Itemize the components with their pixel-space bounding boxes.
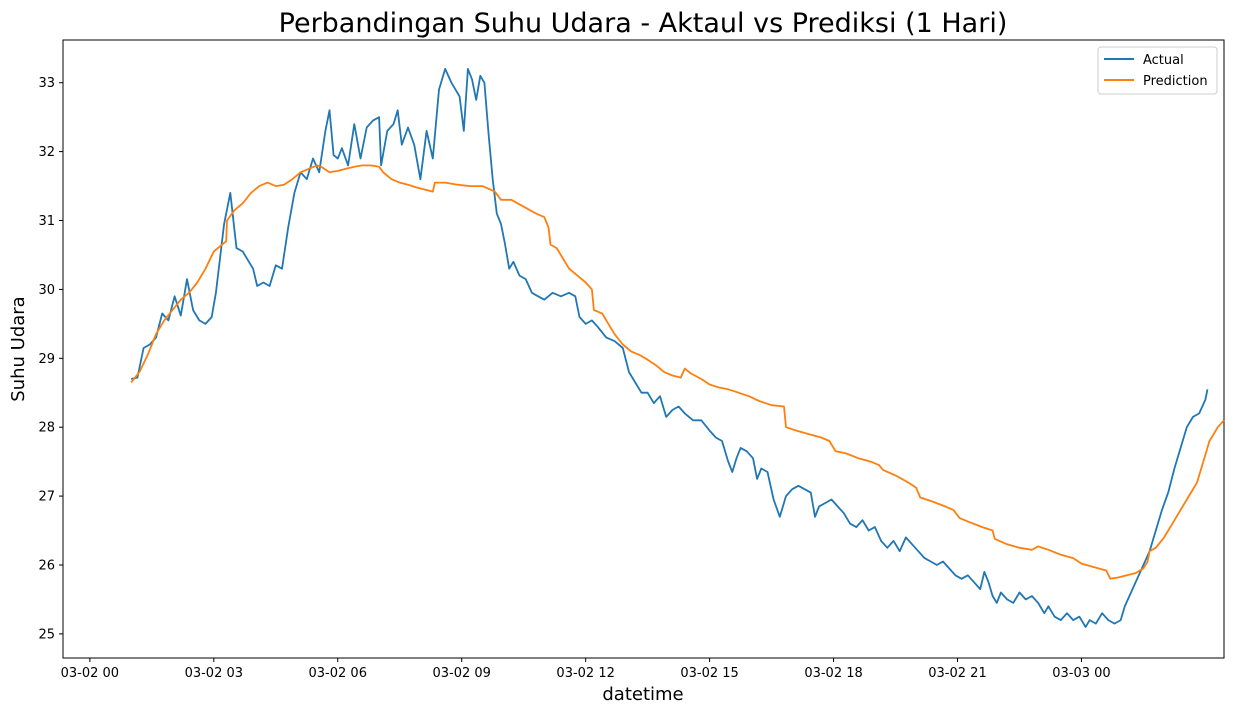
x-tick-label: 03-02 00 (61, 666, 119, 681)
x-tick-label: 03-02 15 (680, 666, 738, 681)
x-tick-label: 03-02 06 (309, 666, 367, 681)
x-tick-label: 03-02 12 (556, 666, 614, 681)
y-tick-label: 28 (38, 421, 55, 436)
x-axis-label: datetime (602, 684, 683, 705)
x-tick-label: 03-02 03 (185, 666, 243, 681)
legend-label-actual: Actual (1143, 53, 1184, 68)
x-tick-label: 03-02 21 (928, 666, 986, 681)
y-tick-label: 32 (38, 145, 55, 160)
y-axis: 25 26 27 28 29 30 31 32 33 (38, 76, 63, 642)
plot-area-frame (62, 39, 1225, 659)
y-tick-label: 29 (38, 352, 55, 367)
x-tick-label: 03-02 18 (804, 666, 862, 681)
y-axis-label: Suhu Udara (8, 296, 29, 401)
x-tick-label: 03-03 00 (1052, 666, 1110, 681)
y-tick-label: 30 (38, 283, 55, 298)
y-tick-label: 26 (38, 558, 55, 573)
x-tick-label: 03-02 09 (432, 666, 490, 681)
y-tick-label: 31 (38, 214, 55, 229)
series-line-actual (131, 68, 1209, 628)
x-axis: 03-02 00 03-02 03 03-02 06 03-02 09 03-02 12… (61, 658, 1111, 681)
y-tick-label: 33 (38, 76, 55, 91)
y-tick-label: 27 (38, 490, 55, 505)
series-layer (130, 68, 1225, 628)
legend: Actual Prediction (1097, 46, 1218, 95)
legend-label-prediction: Prediction (1143, 74, 1208, 89)
chart-title: Perbandingan Suhu Udara - Aktaul vs Pred… (279, 8, 1008, 39)
series-line-prediction (130, 164, 1225, 580)
y-tick-label: 25 (38, 627, 55, 642)
